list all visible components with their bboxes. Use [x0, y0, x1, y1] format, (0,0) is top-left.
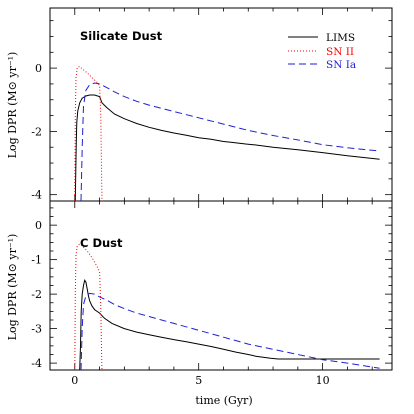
y-tick-label: 0	[35, 219, 42, 232]
series-layer	[74, 65, 380, 370]
legend-label-sn1a: SN Ia	[326, 59, 356, 71]
x-tick-label: 10	[316, 374, 330, 387]
ticks-layer: -4 -2 0 0 5 10 -4 -3 -2 -1 0	[31, 8, 392, 387]
top-series-lims	[74, 94, 380, 201]
x-axis-label: time (Gyr)	[195, 394, 252, 407]
bottom-y-axis-label: Log DPR (M⊙ yr⁻¹)	[6, 234, 19, 341]
bottom-series-lims	[79, 279, 380, 370]
legend-label-sn2: SN II	[326, 46, 354, 58]
legend-label-lims: LIMS	[326, 32, 355, 44]
y-tick-label: -2	[31, 288, 42, 301]
y-tick-label: -2	[31, 125, 42, 138]
bottom-panel-title: C Dust	[80, 236, 123, 250]
y-tick-label: -4	[31, 189, 42, 202]
y-tick-label: -3	[31, 323, 42, 336]
y-tick-label: -4	[31, 357, 42, 370]
y-tick-label: 0	[35, 62, 42, 75]
legend: LIMS SN II SN Ia	[288, 32, 356, 71]
bottom-series-sn-ia	[80, 292, 380, 370]
top-series-sn-ii	[74, 65, 103, 201]
top-panel-title: Silicate Dust	[80, 29, 163, 43]
x-tick-label: 0	[71, 374, 78, 387]
bottom-series-sn-ii	[74, 243, 103, 370]
top-series-sn-ia	[80, 82, 380, 201]
x-tick-label: 5	[195, 374, 202, 387]
y-tick-label: -1	[31, 254, 42, 267]
top-y-axis-label: Log DPR (M⊙ yr⁻¹)	[6, 52, 19, 159]
